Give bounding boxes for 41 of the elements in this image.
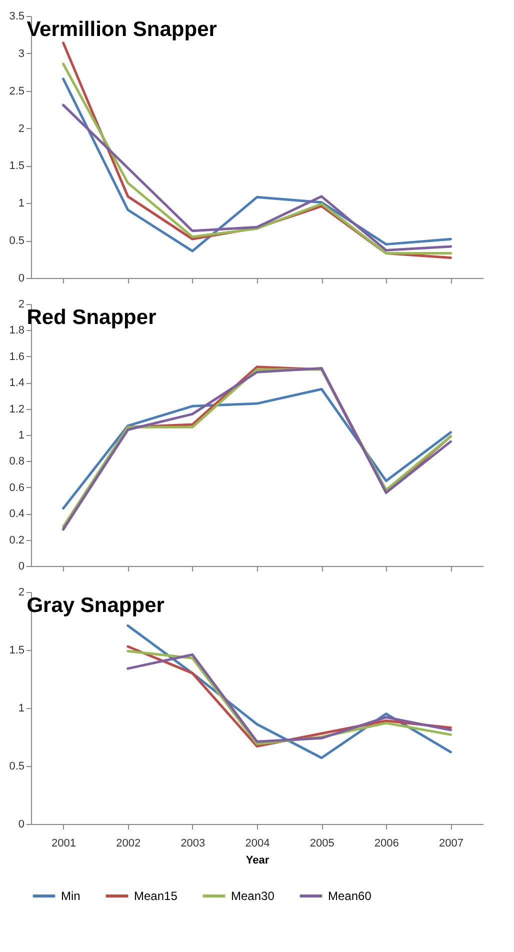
chart-title: Vermillion Snapper [26, 18, 217, 41]
y-tick-label: 0 [18, 818, 24, 830]
x-tick-label: 2005 [310, 838, 334, 850]
legend-label: Mean60 [328, 889, 372, 903]
y-tick-label: 2 [18, 298, 24, 310]
x-tick-label: 2002 [116, 838, 141, 850]
y-tick-label: 3 [18, 48, 24, 60]
legend-label: Mean30 [231, 889, 275, 903]
y-tick-label: 2 [18, 586, 24, 598]
y-tick-label: 0.5 [9, 235, 24, 248]
x-tick-label: 2001 [52, 838, 76, 850]
line-series [62, 104, 452, 252]
y-tick-label: 2 [18, 122, 24, 135]
chart-title: Red Snapper [26, 306, 156, 329]
y-tick-label: 1.2 [9, 403, 24, 416]
y-tick-label: 1.6 [9, 350, 24, 363]
y-tick-label: 0.2 [9, 534, 24, 546]
y-tick-label: 0.6 [9, 482, 24, 494]
y-tick-label: 0.5 [9, 760, 24, 772]
y-tick-label: 0 [18, 272, 24, 284]
x-axis-title: Year [246, 854, 270, 866]
y-tick-label: 1 [18, 198, 24, 210]
chart-title: Gray Snapper [26, 594, 164, 617]
x-tick-label: 2003 [180, 838, 206, 850]
y-tick-label: 1 [18, 430, 24, 442]
x-tick-label: 2004 [245, 838, 270, 850]
y-tick-label: 1.5 [9, 644, 24, 656]
line-series [62, 388, 452, 510]
legend-label: Mean15 [134, 889, 178, 903]
legend-label: Min [61, 889, 80, 903]
y-tick-label: 1.8 [9, 324, 24, 337]
y-tick-label: 0.8 [9, 456, 24, 468]
y-tick-label: 2.5 [9, 85, 24, 98]
y-tick-label: 1.4 [9, 377, 24, 390]
y-tick-label: 3.5 [9, 10, 24, 22]
x-tick-label: 2006 [374, 838, 399, 850]
y-tick-label: 1.5 [9, 160, 24, 172]
y-tick-label: 0 [18, 560, 24, 572]
y-tick-label: 0.4 [9, 508, 24, 520]
y-tick-label: 1 [18, 702, 24, 714]
x-tick-label: 2007 [438, 838, 464, 850]
